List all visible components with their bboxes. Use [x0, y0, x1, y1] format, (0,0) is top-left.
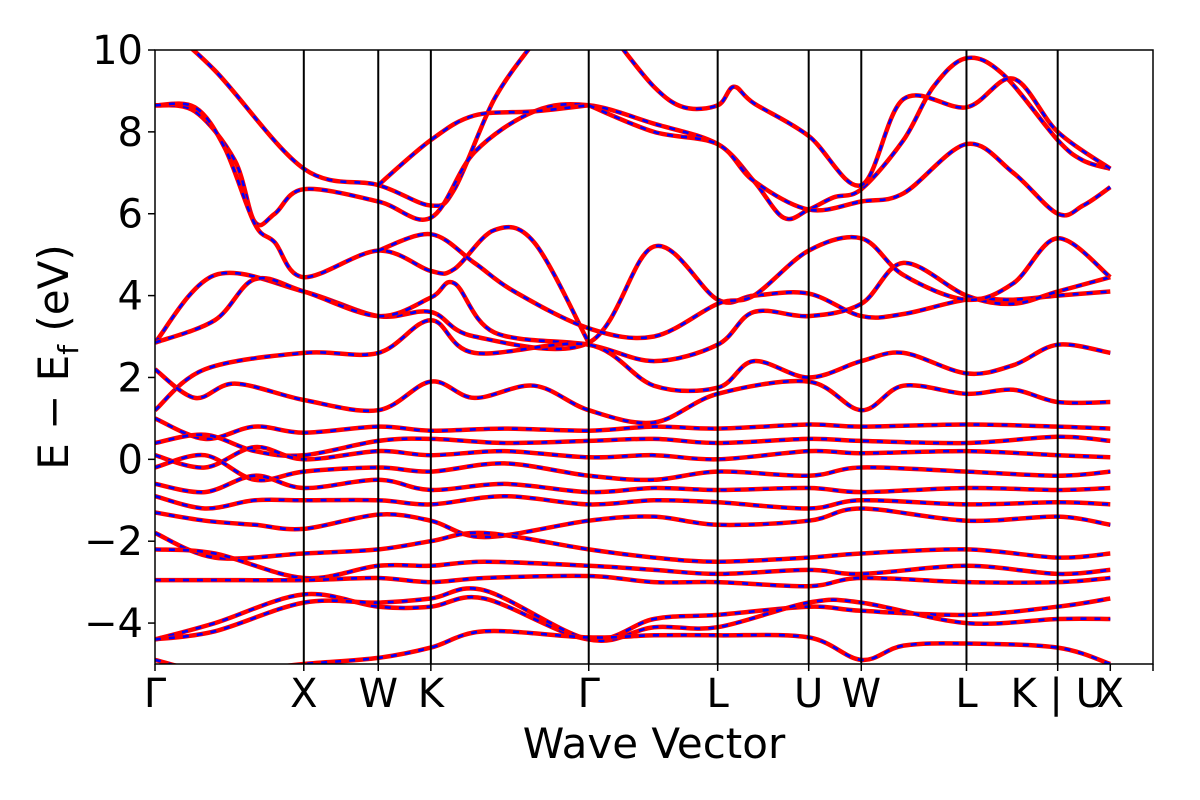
band-19-dashed: [155, 629, 1111, 664]
y-tick-label-0: −4: [84, 601, 143, 647]
band-7-dashed: [155, 417, 1111, 441]
band-9-solid: [155, 444, 1111, 470]
band-13-dashed: [155, 507, 1111, 539]
y-axis-ticks: −4 −2 0 2 4 6 8 10: [84, 28, 155, 647]
band-0-solid: [190, 50, 531, 208]
y-axis-label: E − Ef (eV): [29, 244, 85, 470]
plot-frame: [154, 49, 1154, 665]
y-tick-label-7: 10: [92, 28, 143, 74]
band-23-solid: [377, 231, 1112, 341]
x-tick-label-0: Γ: [144, 671, 167, 717]
band-18-dashed: [155, 587, 1111, 642]
y-tick-label-4: 4: [118, 274, 143, 320]
band-12-dashed: [155, 494, 1111, 510]
y-tick-label-1: −2: [84, 519, 143, 565]
band-22-dashed: [377, 104, 589, 187]
band-21-dashed: [588, 104, 1112, 217]
x-tick-label-4: Γ: [578, 671, 601, 717]
band-11-dashed: [155, 474, 1111, 494]
band-15-dashed: [155, 548, 1111, 580]
y-axis-label-subscript: f: [52, 344, 85, 355]
x-tick-label-7: W: [842, 671, 882, 717]
x-tick-label-8: L: [955, 671, 978, 717]
band-20-dashed: [622, 50, 1112, 187]
band-2-solid: [155, 101, 591, 344]
band-0-dashed: [191, 50, 530, 208]
y-tick-label-3: 2: [118, 355, 143, 401]
band-14-dashed: [155, 531, 1111, 564]
band-23-dashed: [377, 232, 1112, 340]
x-tick-label-3: K: [418, 671, 446, 717]
kpoint-lines: [302, 50, 1059, 664]
x-tick-label-2: W: [358, 671, 398, 717]
band-16-dashed: [155, 574, 1111, 588]
band-17-dashed: [155, 592, 1111, 642]
band-10-dashed: [155, 453, 1111, 482]
y-tick-label-5: 6: [118, 192, 143, 238]
x-tick-label-6: U: [794, 671, 823, 717]
y-tick-label-6: 8: [118, 110, 143, 156]
x-tick-label-9: K | U: [1010, 671, 1104, 717]
x-axis-label: Wave Vector: [523, 719, 786, 768]
x-tick-label-1: X: [290, 671, 317, 717]
y-tick-label-2: 0: [118, 437, 143, 483]
y-axis-label-main: E − E: [29, 355, 78, 470]
band-21-solid: [587, 103, 1112, 218]
y-axis-label-unit: (eV): [29, 244, 78, 345]
band-2-dashed: [155, 102, 590, 344]
x-tick-label-5: L: [707, 671, 730, 717]
x-tick-label-10: X: [1097, 671, 1124, 717]
